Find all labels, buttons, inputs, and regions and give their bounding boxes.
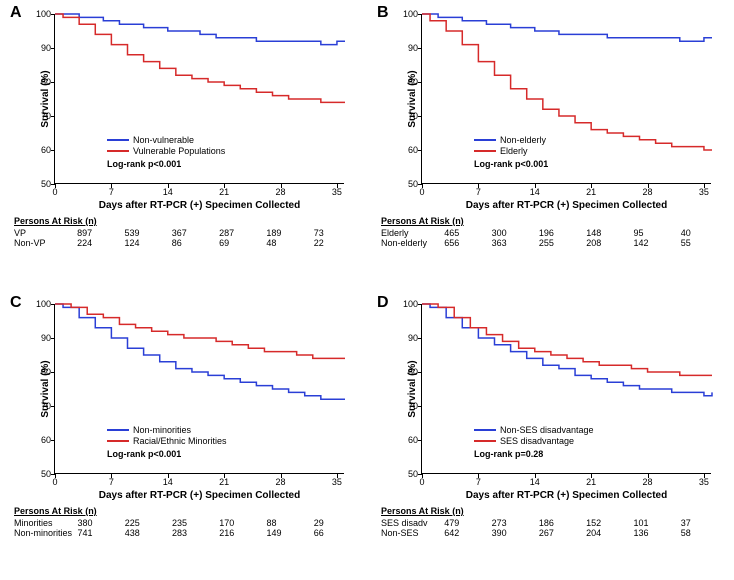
risk-row: Minorities3802252351708829 [14, 518, 361, 528]
legend-item: Vulnerable Populations [107, 146, 225, 156]
legend: Non-minoritiesRacial/Ethnic Minorities Lo… [107, 425, 227, 459]
y-tick: 90 [21, 43, 51, 53]
risk-table: Persons At Risk (n) Minorities38022523517… [14, 506, 361, 538]
y-tick: 100 [388, 9, 418, 19]
risk-title: Persons At Risk (n) [14, 216, 361, 226]
survival-curve [55, 304, 345, 358]
x-axis-label: Days after RT-PCR (+) Specimen Collected [99, 200, 300, 211]
x-tick: 0 [419, 477, 424, 487]
risk-row: SES disadv47927318615210137 [381, 518, 728, 528]
x-tick: 35 [699, 187, 709, 197]
plot-area: 50607080901000714212835Survival (%)Days … [54, 304, 344, 474]
x-tick: 14 [163, 187, 173, 197]
risk-title: Persons At Risk (n) [381, 216, 728, 226]
x-tick: 28 [643, 187, 653, 197]
plot-area: 50607080901000714212835Survival (%)Days … [421, 14, 711, 184]
x-tick: 7 [476, 187, 481, 197]
y-tick: 60 [388, 435, 418, 445]
x-tick: 0 [419, 187, 424, 197]
y-axis-label: Survival (%) [407, 360, 418, 417]
y-tick: 50 [388, 469, 418, 479]
y-tick: 50 [388, 179, 418, 189]
legend-item: Non-minorities [107, 425, 227, 435]
panel-label: A [10, 4, 22, 22]
y-axis-label: Survival (%) [407, 70, 418, 127]
risk-row: Elderly4653001961489540 [381, 228, 728, 238]
x-tick: 14 [163, 477, 173, 487]
log-rank-text: Log-rank p<0.001 [474, 159, 548, 169]
y-tick: 90 [388, 333, 418, 343]
panel-label: B [377, 4, 389, 22]
legend-item: Racial/Ethnic Minorities [107, 436, 227, 446]
x-tick: 28 [276, 187, 286, 197]
survival-curve [422, 304, 712, 375]
y-axis-label: Survival (%) [40, 360, 51, 417]
x-axis-label: Days after RT-PCR (+) Specimen Collected [466, 490, 667, 501]
legend: Non-elderlyElderly Log-rank p<0.001 [474, 135, 548, 169]
legend-item: Non-vulnerable [107, 135, 225, 145]
x-axis-label: Days after RT-PCR (+) Specimen Collected [466, 200, 667, 211]
risk-row: VP89753936728718973 [14, 228, 361, 238]
y-tick: 50 [21, 469, 51, 479]
y-tick: 60 [21, 435, 51, 445]
x-tick: 21 [219, 477, 229, 487]
log-rank-text: Log-rank p<0.001 [107, 449, 227, 459]
plot-area: 50607080901000714212835Survival (%)Days … [421, 304, 711, 474]
log-rank-text: Log-rank p<0.001 [107, 159, 225, 169]
risk-row: Non-elderly65636325520814255 [381, 238, 728, 248]
survival-curve [55, 304, 345, 399]
y-tick: 60 [21, 145, 51, 155]
legend-item: Non-elderly [474, 135, 548, 145]
risk-table: Persons At Risk (n) SES disadv47927318615… [381, 506, 728, 538]
survival-curve [55, 14, 345, 102]
panel-label: C [10, 294, 22, 312]
panel-b: B 50607080901000714212835Survival (%)Days… [367, 0, 734, 290]
legend-item: SES disadvantage [474, 436, 594, 446]
risk-title: Persons At Risk (n) [14, 506, 361, 516]
risk-table: Persons At Risk (n) Elderly46530019614895… [381, 216, 728, 248]
x-tick: 7 [109, 187, 114, 197]
x-tick: 14 [530, 187, 540, 197]
x-tick: 0 [52, 187, 57, 197]
x-axis-label: Days after RT-PCR (+) Specimen Collected [99, 490, 300, 501]
x-tick: 28 [643, 477, 653, 487]
risk-title: Persons At Risk (n) [381, 506, 728, 516]
x-tick: 14 [530, 477, 540, 487]
legend: Non-SES disadvantageSES disadvantage Log-… [474, 425, 594, 459]
survival-curve [55, 14, 345, 45]
risk-row: Non-SES64239026720413658 [381, 528, 728, 538]
panel-a: A 50607080901000714212835Survival (%)Days… [0, 0, 367, 290]
x-tick: 7 [109, 477, 114, 487]
log-rank-text: Log-rank p=0.28 [474, 449, 594, 459]
x-tick: 7 [476, 477, 481, 487]
risk-row: Non-minorities74143828321614966 [14, 528, 361, 538]
y-tick: 100 [21, 299, 51, 309]
risk-row: Non-VP22412486694822 [14, 238, 361, 248]
legend-item: Elderly [474, 146, 548, 156]
risk-table: Persons At Risk (n) VP89753936728718973No… [14, 216, 361, 248]
x-tick: 35 [699, 477, 709, 487]
legend: Non-vulnerableVulnerable Populations Log-… [107, 135, 225, 169]
y-tick: 100 [388, 299, 418, 309]
x-tick: 28 [276, 477, 286, 487]
y-axis-label: Survival (%) [40, 70, 51, 127]
survival-curve [422, 14, 712, 41]
x-tick: 21 [586, 187, 596, 197]
plot-area: 50607080901000714212835Survival (%)Days … [54, 14, 344, 184]
y-tick: 90 [21, 333, 51, 343]
panel-label: D [377, 294, 389, 312]
x-tick: 21 [586, 477, 596, 487]
y-tick: 100 [21, 9, 51, 19]
y-tick: 60 [388, 145, 418, 155]
y-tick: 90 [388, 43, 418, 53]
panel-d: D 50607080901000714212835Survival (%)Days… [367, 290, 734, 580]
panel-c: C 50607080901000714212835Survival (%)Days… [0, 290, 367, 580]
x-tick: 0 [52, 477, 57, 487]
legend-item: Non-SES disadvantage [474, 425, 594, 435]
x-tick: 35 [332, 187, 342, 197]
y-tick: 50 [21, 179, 51, 189]
x-tick: 21 [219, 187, 229, 197]
x-tick: 35 [332, 477, 342, 487]
